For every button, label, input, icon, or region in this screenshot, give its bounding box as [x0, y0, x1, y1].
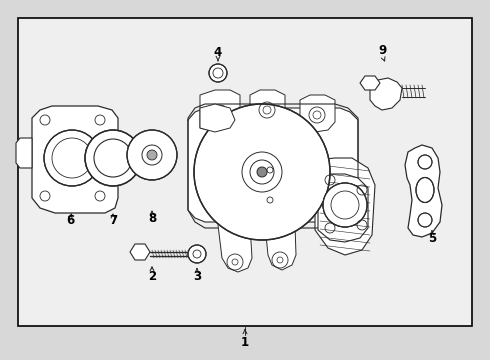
Circle shape [257, 167, 267, 177]
Polygon shape [300, 95, 335, 132]
Polygon shape [318, 174, 368, 242]
Circle shape [194, 104, 330, 240]
Text: 1: 1 [241, 336, 249, 348]
Polygon shape [315, 158, 375, 255]
Circle shape [85, 130, 141, 186]
Polygon shape [188, 108, 358, 222]
Text: 3: 3 [193, 270, 201, 283]
Polygon shape [16, 138, 32, 168]
Polygon shape [405, 145, 442, 237]
Text: 8: 8 [148, 211, 156, 225]
Text: 2: 2 [148, 270, 156, 283]
Circle shape [418, 213, 432, 227]
Circle shape [127, 130, 177, 180]
Circle shape [44, 130, 100, 186]
Polygon shape [370, 78, 402, 110]
Polygon shape [250, 90, 285, 128]
Polygon shape [218, 210, 252, 272]
Circle shape [209, 64, 227, 82]
Polygon shape [130, 244, 150, 260]
Ellipse shape [416, 177, 434, 202]
Polygon shape [360, 76, 380, 90]
Polygon shape [200, 90, 240, 132]
Polygon shape [32, 106, 118, 213]
Text: 4: 4 [214, 45, 222, 58]
Bar [18, 18, 472, 326]
Polygon shape [265, 210, 296, 270]
Polygon shape [200, 104, 235, 132]
Circle shape [147, 150, 157, 160]
Text: 5: 5 [428, 231, 436, 244]
Text: 7: 7 [109, 213, 117, 226]
Circle shape [418, 155, 432, 169]
Circle shape [323, 183, 367, 227]
Text: 6: 6 [66, 213, 74, 226]
Circle shape [188, 245, 206, 263]
Text: 9: 9 [378, 44, 386, 57]
